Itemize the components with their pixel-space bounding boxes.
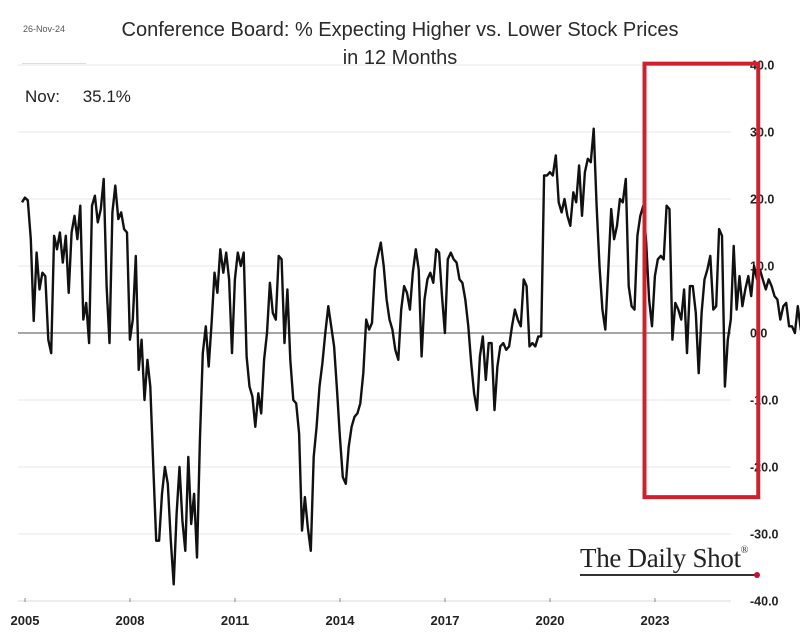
chart-title-line-1: Conference Board: % Expecting Higher vs.… [121, 19, 679, 41]
y-tick-label: -30.0 [750, 528, 779, 542]
highlight-box [642, 61, 761, 500]
y-tick-label: -10.0 [750, 394, 779, 408]
x-tick-label: 2020 [536, 613, 565, 628]
date-divider [22, 63, 86, 64]
latest-value: 35.1% [82, 87, 131, 106]
x-tick-label: 2023 [641, 613, 670, 628]
x-tick-label: 2011 [221, 613, 249, 628]
registered-mark: ® [740, 545, 749, 556]
logo-dot-icon [754, 572, 760, 578]
logo-text: The Daily Shot [580, 543, 741, 573]
x-tick-label: 2008 [116, 613, 145, 628]
x-tick-label: 2017 [431, 613, 460, 628]
y-tick-label: 20.0 [750, 193, 774, 207]
y-tick-label: 30.0 [750, 126, 774, 140]
date-stamp: 26-Nov-24 [23, 24, 66, 34]
chart-title-line-2: in 12 Months [342, 47, 458, 69]
x-tick-label: 2014 [326, 613, 356, 628]
series-line [20, 127, 800, 586]
latest-value-annotation: Nov: 35.1% [25, 87, 131, 107]
y-tick-label: -40.0 [750, 595, 779, 609]
logo-underline [580, 574, 756, 576]
x-tick-label: 2005 [11, 613, 40, 628]
latest-label: Nov: [25, 87, 60, 106]
chart-title: Conference Board: % Expecting Higher vs.… [60, 16, 740, 72]
y-tick-label: -20.0 [750, 461, 779, 475]
daily-shot-logo: The Daily Shot® [580, 543, 748, 574]
